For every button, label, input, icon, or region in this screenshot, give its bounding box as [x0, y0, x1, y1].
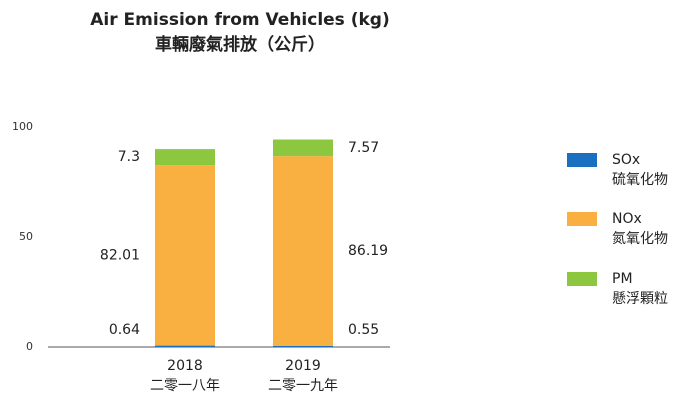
data-label: 82.01 — [100, 247, 140, 263]
y-tick-label: 0 — [26, 340, 33, 353]
chart-subtitle: 車輛廢氣排放（公斤） — [155, 34, 325, 55]
bar-segment — [273, 139, 333, 157]
legend-label: NOx 氮氧化物 — [612, 211, 668, 247]
legend-swatch — [567, 153, 597, 167]
legend-label: PM 懸浮顆粒 — [612, 271, 668, 307]
bar-segment — [155, 149, 215, 166]
bar-segment — [155, 165, 215, 346]
data-label: 0.64 — [109, 322, 140, 338]
bar-segment — [155, 345, 215, 347]
legend-label: SOx 硫氧化物 — [612, 152, 668, 188]
y-tick-label: 50 — [19, 230, 33, 243]
data-label: 86.19 — [348, 243, 388, 259]
y-tick-label: 100 — [12, 120, 33, 133]
data-label: 0.55 — [348, 322, 379, 338]
legend-swatch — [567, 272, 597, 286]
bar-segment — [273, 156, 333, 346]
x-tick-label: 2018 二零一八年 — [150, 358, 220, 394]
chart-title: Air Emission from Vehicles (kg) — [90, 10, 389, 30]
legend-swatch — [567, 212, 597, 226]
bar-segment — [273, 345, 333, 347]
x-tick-label: 2019 二零一九年 — [268, 358, 338, 394]
data-label: 7.3 — [118, 149, 140, 165]
data-label: 7.57 — [348, 140, 379, 156]
